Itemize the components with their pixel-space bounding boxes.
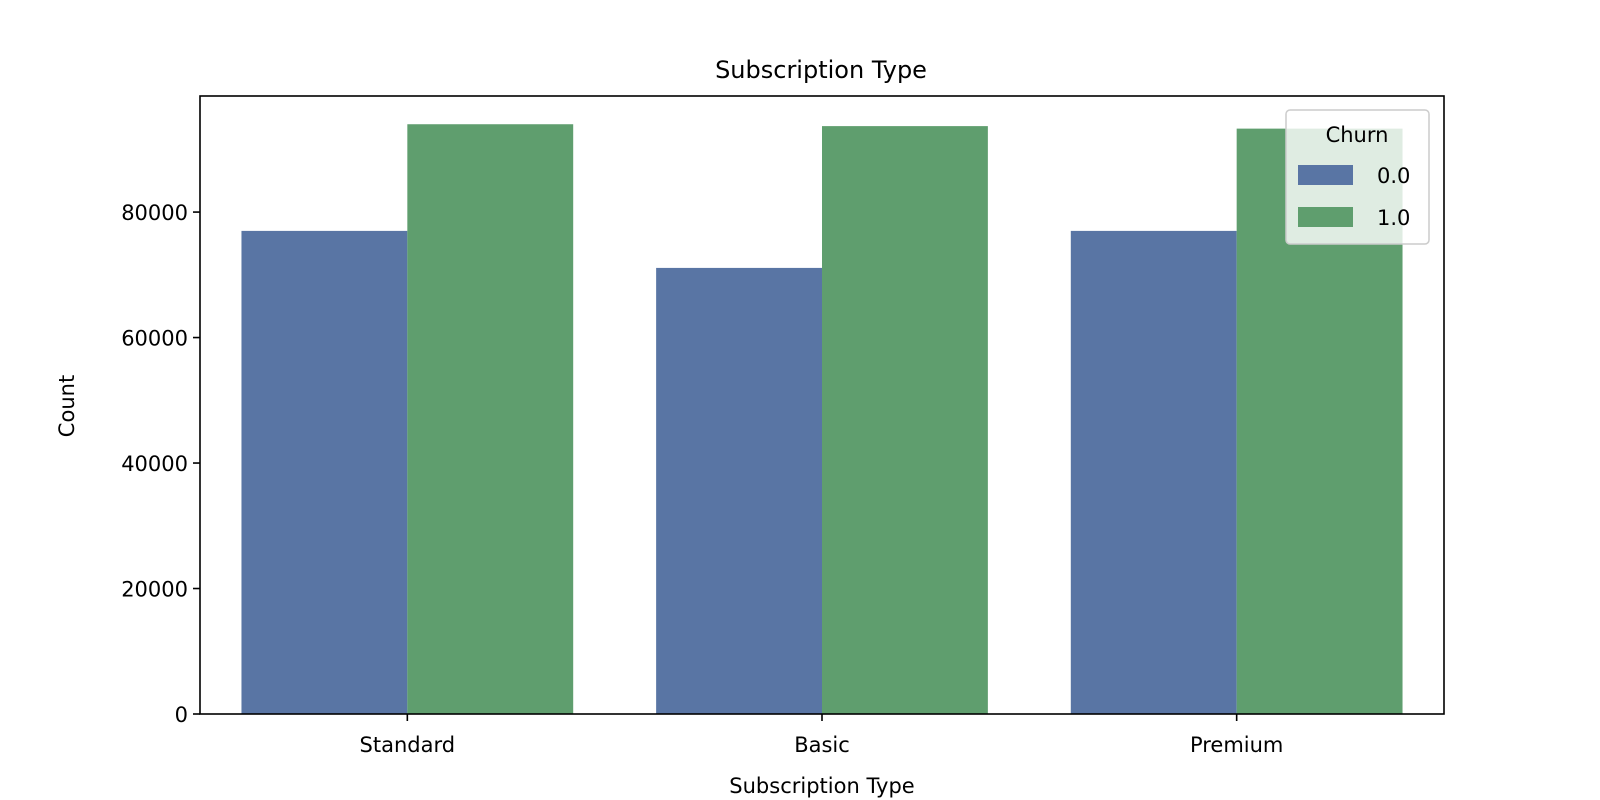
legend-label-1-0: 1.0 [1377, 206, 1410, 230]
bars-layer [241, 124, 1403, 715]
bar-standard-churn-1-0 [407, 124, 574, 714]
chart-title: Subscription Type [715, 56, 927, 84]
x-tick-label: Basic [794, 733, 850, 757]
y-axis: 0 20000 40000 60000 80000 [121, 201, 200, 727]
x-tick-label: Premium [1190, 733, 1283, 757]
y-tick-label: 60000 [121, 327, 188, 351]
y-tick-label: 20000 [121, 578, 188, 602]
legend-label-0-0: 0.0 [1377, 164, 1410, 188]
y-axis-label: Count [55, 375, 79, 437]
legend-items: 0.0 1.0 [1298, 164, 1410, 230]
legend-title: Churn [1326, 123, 1389, 147]
y-tick-label: 80000 [121, 201, 188, 225]
bar-standard-churn-0-0 [241, 230, 408, 714]
bar-basic-churn-1-0 [822, 126, 988, 715]
legend: Churn 0.0 1.0 [1285, 109, 1430, 245]
y-tick-label: 40000 [121, 452, 188, 476]
y-tick-label: 0 [175, 703, 188, 727]
legend-swatch-1-0 [1298, 207, 1353, 227]
x-axis: Standard Basic Premium [360, 714, 1283, 757]
x-axis-label: Subscription Type [729, 774, 914, 798]
bar-premium-churn-0-0 [1070, 230, 1237, 714]
legend-swatch-0-0 [1298, 165, 1353, 185]
bar-basic-churn-0-0 [656, 267, 822, 714]
x-tick-label: Standard [360, 733, 456, 757]
